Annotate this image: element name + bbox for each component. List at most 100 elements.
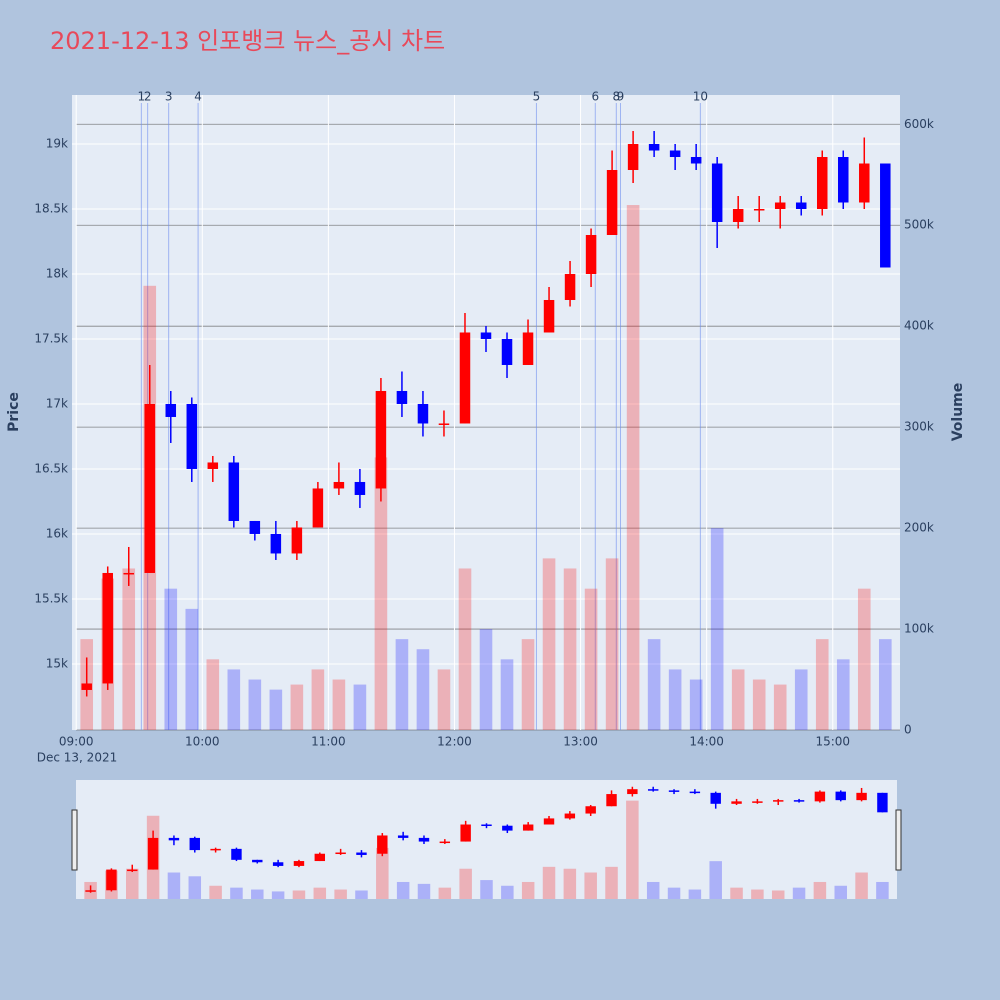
- volume-bar: [185, 608, 199, 730]
- mini-volume-bar: [688, 889, 702, 899]
- y-tick-label: 19k: [46, 137, 68, 151]
- x-tick-label: 09:00: [59, 735, 94, 749]
- mini-volume-bar: [626, 800, 639, 899]
- mini-volume-bar: [751, 889, 764, 899]
- mini-candle-body: [293, 861, 305, 866]
- mini-volume-bar: [355, 890, 368, 899]
- mini-candle-body: [460, 824, 471, 842]
- candle-body: [480, 332, 492, 339]
- volume-bar: [353, 684, 367, 730]
- volume-bar: [752, 679, 766, 730]
- y-tick-label: 18k: [46, 266, 68, 280]
- candle-body: [753, 209, 765, 211]
- candle-body: [81, 683, 92, 690]
- x-tick-label: 13:00: [563, 735, 598, 749]
- mini-candle-body: [606, 794, 617, 807]
- mini-candle-body: [502, 825, 513, 831]
- candle-body: [102, 572, 113, 684]
- mini-volume-bar: [730, 887, 743, 899]
- mini-volume-bar: [376, 847, 389, 899]
- y2-tick-label: 500k: [904, 218, 934, 232]
- y2-tick-label: 600k: [904, 117, 934, 131]
- volume-bar: [248, 679, 262, 730]
- y2-tick-label: 300k: [904, 420, 934, 434]
- y-tick-label: 17.5k: [34, 331, 68, 345]
- mini-candle-body: [210, 848, 221, 851]
- mini-volume-bar: [771, 890, 785, 899]
- volume-bar: [479, 629, 493, 730]
- candle-body: [501, 338, 513, 365]
- mini-candle-body: [668, 790, 680, 792]
- slider-handle[interactable]: [895, 809, 902, 871]
- mini-volume-bar: [271, 891, 285, 899]
- mini-candle-body: [106, 869, 117, 891]
- mini-candle-body: [856, 792, 867, 801]
- volume-bar: [647, 639, 661, 730]
- volume-bar: [626, 205, 640, 731]
- news-label: 8: [612, 90, 620, 104]
- mini-volume-bar: [459, 868, 472, 899]
- volume-bar: [689, 679, 703, 730]
- volume-bar: [584, 588, 598, 730]
- candle-body: [711, 163, 723, 222]
- y2-axis-title: Volume: [950, 383, 966, 442]
- candle-body: [354, 481, 366, 495]
- volume-bar: [773, 684, 787, 730]
- mini-candle-body: [585, 806, 596, 814]
- volume-bar: [332, 679, 346, 730]
- candle-body: [880, 163, 891, 268]
- mini-volume-bar: [167, 872, 181, 899]
- news-label: 10: [693, 90, 708, 104]
- candle-body: [186, 403, 198, 469]
- mini-candle-body: [543, 818, 555, 825]
- volume-bar: [605, 558, 619, 730]
- mini-volume-bar: [313, 887, 327, 899]
- candle-body: [732, 209, 744, 222]
- news-label: 4: [194, 90, 202, 104]
- volume-bar: [542, 558, 556, 730]
- news-label: 5: [533, 90, 541, 104]
- mini-candle-body: [85, 890, 96, 892]
- candle-body: [690, 157, 702, 164]
- news-label: 2: [144, 90, 152, 104]
- mini-volume-bar: [188, 876, 202, 899]
- y2-tick-label: 200k: [904, 521, 934, 535]
- mini-candle-body: [710, 792, 721, 804]
- mini-candle-body: [522, 824, 534, 831]
- mini-candle-body: [231, 848, 242, 860]
- candle-body: [165, 403, 177, 417]
- mini-candle-body: [335, 852, 346, 855]
- mini-candle-body: [252, 859, 263, 863]
- news-label: 9: [617, 90, 625, 104]
- mini-volume-bar: [834, 885, 847, 899]
- mini-volume-bar: [605, 866, 618, 899]
- candle-body: [838, 157, 849, 203]
- news-label: 1: [138, 90, 146, 104]
- y2-tick-label: 100k: [904, 622, 934, 636]
- mini-volume-bar: [813, 881, 827, 899]
- mini-volume-bar: [417, 883, 431, 899]
- news-label: 3: [165, 90, 173, 104]
- mini-volume-bar: [230, 887, 243, 899]
- volume-bar: [563, 568, 577, 730]
- volume-bar: [395, 639, 409, 730]
- candle-body: [438, 423, 450, 425]
- mini-candle-body: [773, 800, 784, 802]
- mini-candle-body: [189, 837, 200, 851]
- mini-candle-body: [272, 862, 284, 866]
- mini-volume-bar: [563, 868, 577, 899]
- y-tick-label: 16.5k: [34, 461, 68, 475]
- mini-candle-body: [731, 801, 742, 804]
- range-slider[interactable]: [76, 780, 897, 899]
- mini-volume-bar: [542, 866, 556, 899]
- volume-bar: [815, 639, 829, 730]
- candle-body: [564, 273, 576, 300]
- volume-bar: [836, 659, 850, 730]
- candle-body: [774, 202, 786, 210]
- candle-body: [816, 157, 828, 210]
- mini-candle-body: [627, 789, 638, 795]
- candle-body: [606, 170, 618, 235]
- mini-volume-bar: [126, 868, 139, 899]
- slider-handle[interactable]: [71, 809, 78, 871]
